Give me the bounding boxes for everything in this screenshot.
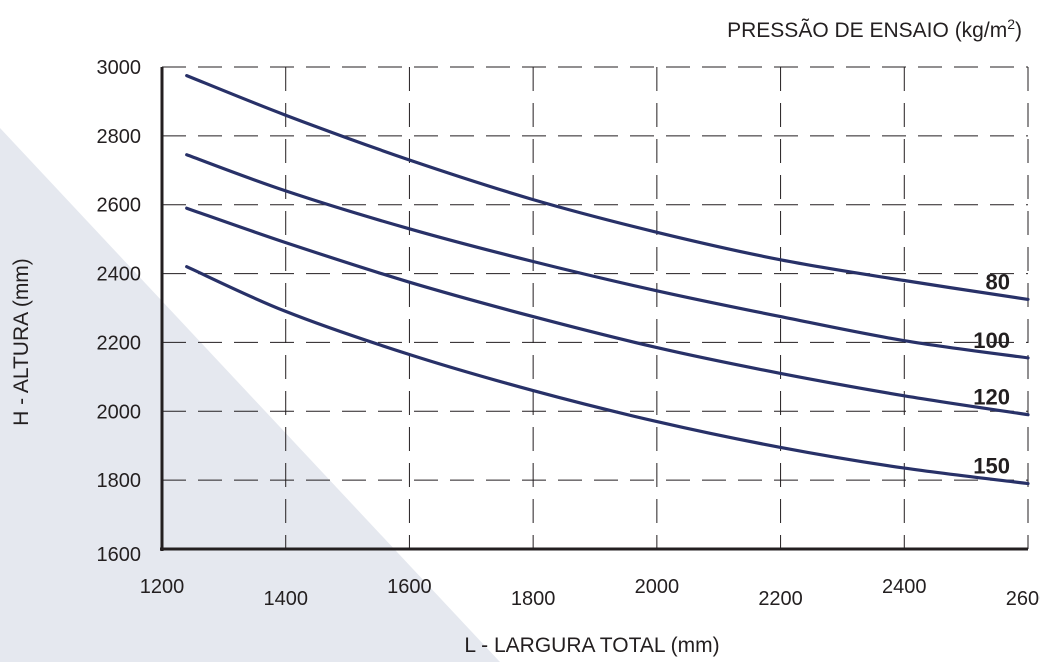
x-tick-label-1800: 1800 <box>511 588 556 610</box>
series-curve-100 <box>185 153 1030 360</box>
series-curve-120 <box>185 206 1030 417</box>
series-label-100: 100 <box>973 328 1010 353</box>
y-tick-label-2200: 2200 <box>97 332 142 354</box>
y-tick-label-2400: 2400 <box>97 264 142 286</box>
x-tick-label-2400: 2400 <box>882 576 927 598</box>
x-tick-label-1400: 1400 <box>263 588 308 610</box>
series-label-150: 150 <box>973 454 1010 479</box>
y-tick-label-3000: 3000 <box>97 57 142 79</box>
chart-title-suffix: ) <box>1015 19 1022 42</box>
series-label-120: 120 <box>973 385 1010 410</box>
y-tick-label-2000: 2000 <box>97 401 142 423</box>
y-tick-label-1600: 1600 <box>97 544 142 566</box>
background-triangle <box>0 128 500 662</box>
y-axis-title: H - ALTURA (mm) <box>10 258 33 426</box>
y-tick-labels: 1600 1800 2000 2200 2400 2600 2800 3000 <box>97 57 142 566</box>
x-tick-labels: 1200 1400 1600 1800 2000 2200 2400 2600 <box>140 576 1040 610</box>
x-tick-label-2600: 2600 <box>1006 588 1040 610</box>
series-label-80: 80 <box>986 269 1010 294</box>
x-tick-label-2000: 2000 <box>635 576 680 598</box>
chart-title: PRESSÃO DE ENSAIO (kg/m2) <box>727 16 1022 42</box>
x-axis-title: L - LARGURA TOTAL (mm) <box>464 634 719 657</box>
chart-title-main: PRESSÃO DE ENSAIO (kg/m <box>727 18 1007 42</box>
y-tick-label-1800: 1800 <box>97 470 142 492</box>
series-curve-80 <box>185 74 1030 301</box>
x-tick-label-1200: 1200 <box>140 576 185 598</box>
series-curves <box>185 74 1030 486</box>
y-tick-label-2600: 2600 <box>97 195 142 217</box>
y-tick-label-2800: 2800 <box>97 126 142 148</box>
x-tick-label-1600: 1600 <box>387 576 432 598</box>
x-tick-label-2200: 2200 <box>758 588 803 610</box>
chart-title-superscript: 2 <box>1007 16 1015 32</box>
series-labels: 80 100 120 150 <box>973 269 1010 478</box>
axes <box>160 67 1028 551</box>
series-curve-150 <box>185 265 1030 486</box>
